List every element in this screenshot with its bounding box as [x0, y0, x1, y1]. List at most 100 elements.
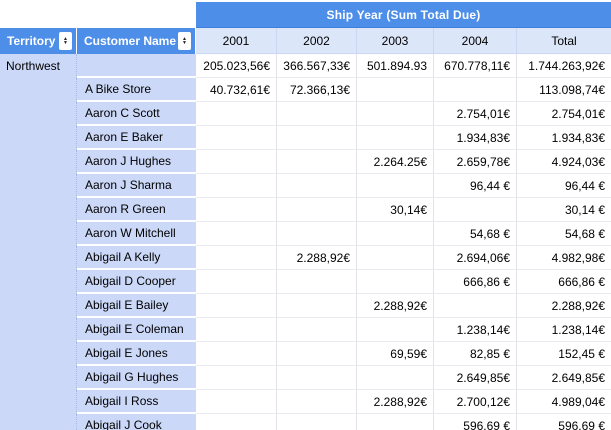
value-cell-2003: 2.288,92€	[357, 390, 434, 414]
value-cell-total: 666,86 €	[517, 270, 611, 294]
customer-name-cell: Abigail A Kelly	[77, 246, 196, 270]
value-cell-total: 2.288,92€	[517, 294, 611, 318]
value-cell-2004: 96,44 €	[434, 174, 517, 198]
value-cell-2004: 2.754,01€	[434, 102, 517, 126]
value-cell-2001	[196, 390, 277, 414]
value-cell-2001	[196, 198, 277, 222]
value-cell-total: 1.744.263,92€	[517, 54, 611, 78]
value-cell-total: 54,68 €	[517, 222, 611, 246]
table-row: Aaron E Baker 1.934,83€ 1.934,83€	[0, 126, 611, 150]
value-cell-total: 113.098,74€	[517, 78, 611, 102]
value-cell-2004: 2.659,78€	[434, 150, 517, 174]
sort-desc-icon: ▼	[182, 40, 187, 46]
customer-name-cell: Aaron E Baker	[77, 126, 196, 150]
customer-name-cell: Aaron W Mitchell	[77, 222, 196, 246]
value-cell-total: 4.989,04€	[517, 390, 611, 414]
territory-cell	[0, 318, 77, 342]
value-cell-2002	[277, 318, 357, 342]
value-cell-2002	[277, 222, 357, 246]
territory-cell	[0, 198, 77, 222]
value-cell-2004: 1.934,83€	[434, 126, 517, 150]
value-cell-total: 1.934,83€	[517, 126, 611, 150]
year-header-2004: 2004	[434, 28, 517, 54]
customer-name-cell: Abigail E Jones	[77, 342, 196, 366]
table-row: Abigail E Coleman 1.238,14€ 1.238,14€	[0, 318, 611, 342]
value-cell-2003: 2.264.25€	[357, 150, 434, 174]
value-cell-2001	[196, 246, 277, 270]
table-row: Abigail J Cook 596.69 € 596.69 €	[0, 414, 611, 430]
territory-cell	[0, 390, 77, 414]
sort-desc-icon: ▼	[63, 40, 68, 46]
value-cell-2002: 2.288,92€	[277, 246, 357, 270]
value-cell-2001	[196, 222, 277, 246]
sort-button-territory[interactable]: ▲ ▼	[59, 32, 72, 50]
value-cell-2002	[277, 342, 357, 366]
territory-cell	[0, 366, 77, 390]
customer-name-cell: Abigail G Hughes	[77, 366, 196, 390]
table-row: Aaron R Green 30,14€ 30,14 €	[0, 198, 611, 222]
value-cell-2002	[277, 390, 357, 414]
customer-name-cell: Aaron J Sharma	[77, 174, 196, 198]
table-row: Aaron J Hughes 2.264.25€ 2.659,78€ 4.924…	[0, 150, 611, 174]
value-cell-2003	[357, 270, 434, 294]
table-row: Aaron J Sharma 96,44 € 96,44 €	[0, 174, 611, 198]
territory-cell	[0, 78, 77, 102]
value-cell-2001	[196, 414, 277, 430]
customer-name-cell: Abigail E Bailey	[77, 294, 196, 318]
year-header-total: Total	[517, 28, 611, 54]
customer-name-cell: Aaron J Hughes	[77, 150, 196, 174]
territory-cell: Northwest	[0, 54, 77, 78]
customer-name-cell: Abigail E Coleman	[77, 318, 196, 342]
value-cell-2004: 2.649,85€	[434, 366, 517, 390]
territory-cell	[0, 174, 77, 198]
territory-cell	[0, 246, 77, 270]
column-header-territory[interactable]: Territory ▲ ▼	[0, 28, 76, 54]
value-cell-2004: 596.69 €	[434, 414, 517, 430]
table-row: Abigail D Cooper 666,86 € 666,86 €	[0, 270, 611, 294]
value-cell-2004: 82,85 €	[434, 342, 517, 366]
value-cell-total: 2.754,01€	[517, 102, 611, 126]
value-cell-2003	[357, 414, 434, 430]
value-cell-2002	[277, 102, 357, 126]
value-cell-total: 30,14 €	[517, 198, 611, 222]
value-cell-2001: 205.023,56€	[196, 54, 277, 78]
value-cell-2002: 366.567,33€	[277, 54, 357, 78]
value-cell-2002	[277, 414, 357, 430]
value-cell-2001	[196, 270, 277, 294]
customer-name-cell	[77, 54, 196, 78]
territory-cell	[0, 294, 77, 318]
value-cell-2001	[196, 342, 277, 366]
value-cell-2002	[277, 366, 357, 390]
value-cell-2004: 54,68 €	[434, 222, 517, 246]
value-cell-total: 4.924,03€	[517, 150, 611, 174]
customer-name-cell: A Bike Store	[77, 78, 196, 102]
sort-button-customer-name[interactable]: ▲ ▼	[178, 32, 191, 50]
value-cell-2003	[357, 318, 434, 342]
column-header-customer-name[interactable]: Customer Name ▲ ▼	[77, 28, 195, 54]
value-cell-2004: 1.238,14€	[434, 318, 517, 342]
value-cell-2001	[196, 102, 277, 126]
territory-cell	[0, 342, 77, 366]
rows-container: Northwest 205.023,56€ 366.567,33€ 501.89…	[0, 54, 611, 430]
year-header-2003: 2003	[357, 28, 434, 54]
value-cell-total: 2.649,85€	[517, 366, 611, 390]
customer-name-cell: Abigail I Ross	[77, 390, 196, 414]
table-row: Aaron W Mitchell 54,68 € 54,68 €	[0, 222, 611, 246]
group-header-row: Ship Year (Sum Total Due)	[0, 0, 611, 28]
value-cell-2002	[277, 198, 357, 222]
year-header-2001: 2001	[196, 28, 277, 54]
corner-spacer	[0, 0, 196, 28]
territory-cell	[0, 222, 77, 246]
table-row: Abigail G Hughes 2.649,85€ 2.649,85€	[0, 366, 611, 390]
column-header-row: Territory ▲ ▼ Customer Name ▲ ▼ 2001 2002 …	[0, 28, 611, 54]
value-cell-2001	[196, 294, 277, 318]
value-cell-2001	[196, 150, 277, 174]
value-cell-2004: 666,86 €	[434, 270, 517, 294]
value-cell-2003	[357, 246, 434, 270]
value-cell-total: 596.69 €	[517, 414, 611, 430]
table-row: Abigail A Kelly 2.288,92€ 2.694,06€ 4.98…	[0, 246, 611, 270]
year-header-2002: 2002	[277, 28, 357, 54]
table-row: Abigail E Jones 69,59€ 82,85 € 152,45 €	[0, 342, 611, 366]
territory-cell	[0, 126, 77, 150]
